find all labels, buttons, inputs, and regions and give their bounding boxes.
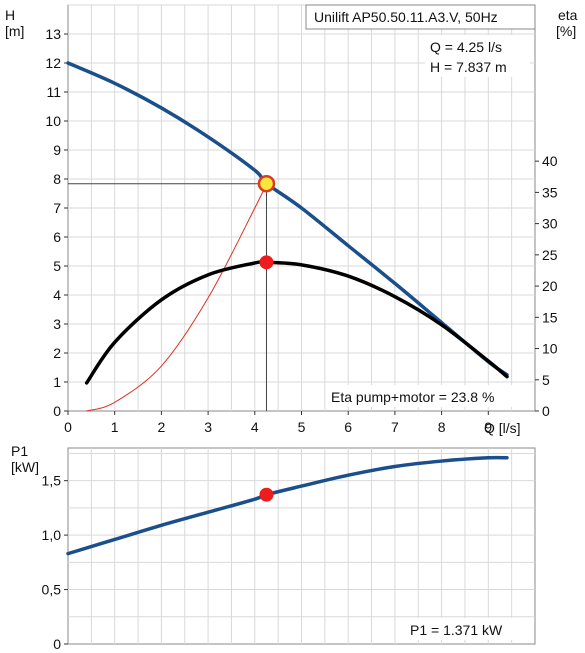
eta-annotation-box bbox=[328, 385, 523, 407]
head-tick-label: 0 bbox=[53, 403, 61, 419]
eta-tick-label: 35 bbox=[542, 184, 558, 200]
power-operating-point bbox=[259, 487, 274, 502]
power-curve bbox=[66, 455, 509, 556]
power-tick-label: 1,5 bbox=[42, 473, 62, 489]
power-axis-unit: [kW] bbox=[11, 459, 39, 475]
power-tick-label: 0,5 bbox=[42, 582, 62, 598]
power-chart: 0 0,5 1,0 1,5 P1 [kW] P1 = 1.371 kW bbox=[11, 443, 536, 652]
power-y-ticks: 0 0,5 1,0 1,5 bbox=[42, 473, 68, 652]
top-x-tick-label: 6 bbox=[344, 419, 352, 435]
eta-tick-label: 15 bbox=[542, 309, 558, 325]
head-tick-label: 4 bbox=[53, 287, 61, 303]
top-x-tick-label: 5 bbox=[298, 419, 306, 435]
top-series bbox=[66, 61, 509, 412]
top-operating-markers bbox=[68, 174, 276, 411]
top-x-tick-label: 2 bbox=[158, 419, 166, 435]
power-annotation: P1 = 1.371 kW bbox=[410, 622, 503, 638]
readout-box bbox=[425, 35, 530, 77]
head-tick-label: 11 bbox=[46, 84, 61, 100]
eta-tick-label: 40 bbox=[542, 153, 558, 169]
flow-axis-label: Q [l/s] bbox=[484, 420, 521, 436]
head-tick-label: 13 bbox=[45, 26, 61, 42]
power-tick-label: 1,0 bbox=[42, 527, 62, 543]
top-x-tick-label: 3 bbox=[204, 419, 212, 435]
head-tick-label: 1 bbox=[53, 374, 61, 390]
top-x-tick-label: 7 bbox=[391, 419, 399, 435]
bottom-operating-markers bbox=[259, 487, 274, 502]
power-tick-label: 0 bbox=[53, 636, 61, 652]
efficiency-operating-point bbox=[259, 255, 274, 270]
eta-axis-label: eta bbox=[558, 7, 578, 23]
top-x-tick-label: 0 bbox=[64, 419, 72, 435]
chart-title: Unilift AP50.50.11.A3.V, 50Hz bbox=[314, 9, 498, 25]
system-curve bbox=[86, 183, 267, 412]
head-tick-label: 9 bbox=[53, 142, 61, 158]
top-x-tick-label: 9 bbox=[484, 419, 492, 435]
eta-tick-label: 20 bbox=[542, 278, 558, 294]
head-tick-label: 2 bbox=[53, 345, 61, 361]
eta-tick-label: 0 bbox=[542, 403, 550, 419]
power-annotation-box bbox=[404, 618, 526, 640]
head-axis-unit: [m] bbox=[5, 23, 24, 39]
bottom-grid bbox=[68, 448, 535, 644]
head-tick-label: 6 bbox=[53, 229, 61, 245]
head-tick-label: 7 bbox=[53, 200, 61, 216]
bottom-series bbox=[66, 455, 509, 556]
head-tick-label: 12 bbox=[45, 55, 61, 71]
eta-tick-label: 25 bbox=[542, 247, 558, 263]
title-box bbox=[305, 4, 536, 30]
efficiency-curve bbox=[84, 260, 509, 385]
eta-axis-unit: [%] bbox=[556, 23, 576, 39]
top-x-tick-label: 4 bbox=[251, 419, 259, 435]
top-x-ticks: 0 1 2 3 4 5 6 7 8 9 bbox=[64, 411, 492, 435]
head-axis-label: H bbox=[5, 7, 15, 23]
head-tick-label: 5 bbox=[53, 258, 61, 274]
eta-tick-label: 10 bbox=[542, 341, 558, 357]
top-x-tick-label: 8 bbox=[438, 419, 446, 435]
flow-readout: Q = 4.25 l/s bbox=[430, 39, 502, 55]
eta-annotation: Eta pump+motor = 23.8 % bbox=[331, 389, 494, 405]
head-tick-label: 10 bbox=[45, 113, 61, 129]
power-axis-label: P1 bbox=[11, 443, 28, 459]
head-tick-label: 3 bbox=[53, 316, 61, 332]
eta-y-ticks: 0 5 10 15 20 25 30 35 40 bbox=[535, 153, 558, 419]
eta-tick-label: 30 bbox=[542, 216, 558, 232]
top-x-tick-label: 1 bbox=[111, 419, 119, 435]
head-tick-label: 8 bbox=[53, 171, 61, 187]
head-operating-point bbox=[257, 174, 276, 193]
head-readout: H = 7.837 m bbox=[430, 59, 507, 75]
eta-tick-label: 5 bbox=[542, 372, 550, 388]
